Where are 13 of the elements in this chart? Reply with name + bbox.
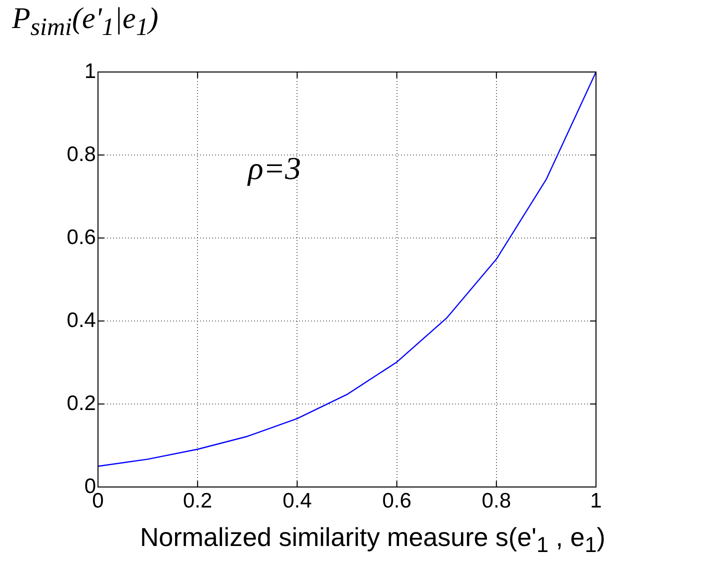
x-tick-label: 0.8 xyxy=(482,489,511,512)
x-tick-label: 0.6 xyxy=(382,489,412,512)
y-tick-label: 0.2 xyxy=(66,392,96,415)
annotation: ρ=3 xyxy=(248,150,301,187)
x-axis-title: Normalized similarity measure s(e'$_{1}$ , e$_{1}$) xyxy=(140,522,606,558)
y-axis-title: P$_{simi}$(e'$_{1}$|e$_{1}$) xyxy=(12,2,158,42)
y-tick-label: 0.8 xyxy=(66,142,96,166)
y-tick-label: 1 xyxy=(84,60,96,83)
x-tick-label: 1 xyxy=(590,489,602,512)
x-tick-label: 0.4 xyxy=(282,489,312,512)
y-tick-label: 0.4 xyxy=(66,308,96,332)
x-tick-label: 0.2 xyxy=(183,489,212,512)
y-tick-label: 0.6 xyxy=(66,226,96,249)
